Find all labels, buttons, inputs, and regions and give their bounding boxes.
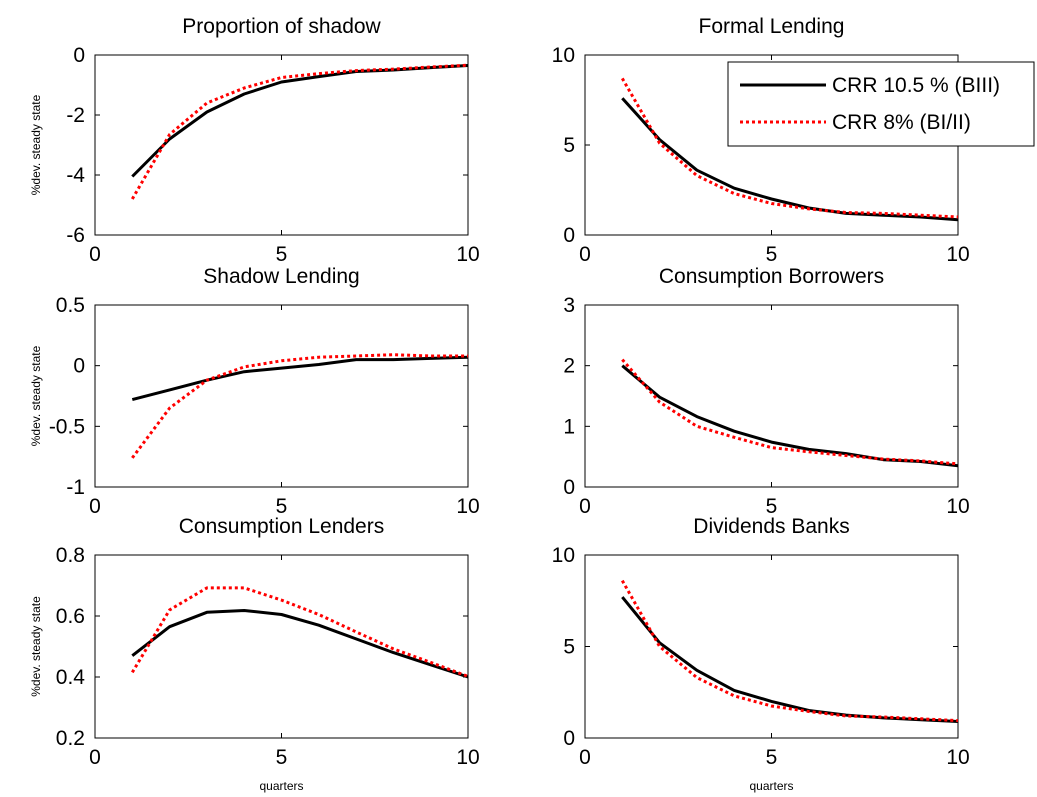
x-tick-label: 5 bbox=[766, 495, 778, 518]
y-tick-label: -2 bbox=[66, 104, 85, 127]
x-tick-label: 0 bbox=[579, 243, 591, 266]
y-axis-label: %dev. steady state bbox=[29, 345, 43, 446]
y-tick-label: -1 bbox=[66, 476, 85, 499]
x-tick-label: 5 bbox=[276, 746, 288, 769]
panel-5: 0 5 10 0.2 0.4 0.6 0.8 Consumption Lenders %dev.… bbox=[29, 515, 480, 793]
x-tick-label: 0 bbox=[89, 243, 101, 266]
plot-area bbox=[584, 304, 959, 488]
x-tick-label: 10 bbox=[456, 495, 479, 518]
series-line-crr-10-5 bbox=[131, 355, 469, 402]
panel-title: Consumption Borrowers bbox=[659, 265, 884, 288]
plot-area bbox=[94, 554, 469, 739]
x-tick-label: 5 bbox=[276, 495, 288, 518]
y-tick-label: -4 bbox=[66, 164, 85, 187]
panel-title: Shadow Lending bbox=[203, 265, 359, 288]
x-tick-label: 5 bbox=[766, 243, 778, 266]
y-tick-label: 0.2 bbox=[56, 727, 85, 750]
panel-title: Formal Lending bbox=[699, 15, 845, 38]
x-tick-label: 10 bbox=[946, 495, 969, 518]
y-tick-label: 0 bbox=[563, 476, 575, 499]
x-tick-label: 5 bbox=[766, 746, 778, 769]
plot-area bbox=[94, 304, 469, 488]
y-tick-label: 0 bbox=[563, 224, 575, 247]
series-line-crr-10-5 bbox=[621, 97, 959, 222]
series-line-crr-10-5 bbox=[131, 609, 469, 679]
plot-area bbox=[94, 54, 469, 236]
x-tick-label: 0 bbox=[579, 495, 591, 518]
panel-title: Proportion of shadow bbox=[182, 15, 381, 38]
legend-label-crr-8: CRR 8% (BI/II) bbox=[832, 111, 971, 134]
panel-3: 0 5 10 -1 -0.5 0 0.5 Shadow Lending %dev. steady… bbox=[29, 265, 480, 518]
y-tick-label: 5 bbox=[563, 636, 575, 659]
x-tick-label: 5 bbox=[276, 243, 288, 266]
plot-area bbox=[584, 554, 959, 739]
y-tick-label: 1 bbox=[563, 415, 575, 438]
panel-6: 0 5 10 0 5 10 Dividends Banks quarters bbox=[552, 515, 970, 793]
y-tick-label: 0.4 bbox=[56, 666, 86, 689]
panel-title: Dividends Banks bbox=[693, 515, 849, 538]
series-line-crr-10-5 bbox=[621, 364, 959, 468]
series-line-crr-8 bbox=[620, 579, 959, 723]
y-tick-label: 0 bbox=[73, 355, 85, 378]
series-line-crr-8 bbox=[131, 586, 469, 678]
legend-label-crr-10-5: CRR 10.5 % (BIII) bbox=[832, 74, 1000, 97]
x-tick-label: 0 bbox=[89, 495, 101, 518]
x-tick-label: 0 bbox=[579, 746, 591, 769]
y-tick-label: 2 bbox=[563, 355, 575, 378]
series-line-crr-8 bbox=[131, 353, 468, 459]
x-tick-label: 10 bbox=[456, 746, 479, 769]
y-tick-label: 10 bbox=[552, 544, 575, 567]
legend-box bbox=[727, 61, 1035, 147]
x-tick-label: 10 bbox=[456, 243, 479, 266]
series-line-crr-10-5 bbox=[621, 596, 959, 723]
y-tick-label: 0 bbox=[73, 44, 85, 67]
y-tick-label: -0.5 bbox=[49, 415, 85, 438]
y-tick-label: 5 bbox=[563, 134, 575, 157]
y-tick-label: 0.8 bbox=[56, 544, 85, 567]
y-tick-label: 0.5 bbox=[56, 294, 85, 317]
x-tick-label: 10 bbox=[946, 243, 969, 266]
y-tick-label: -6 bbox=[66, 224, 85, 247]
series-line-crr-8 bbox=[131, 63, 469, 200]
series-line-crr-8 bbox=[620, 77, 959, 219]
series-line-crr-8 bbox=[621, 358, 959, 466]
panel-4: 0 5 10 0 1 2 3 Consumption Borrowers bbox=[563, 265, 969, 518]
panel-title: Consumption Lenders bbox=[179, 515, 384, 538]
y-tick-label: 0.6 bbox=[56, 605, 85, 628]
panel-1: 0 5 10 -6 -4 -2 0 Proportion of shadow %dev. ste… bbox=[29, 15, 480, 266]
x-tick-label: 0 bbox=[89, 746, 101, 769]
y-tick-label: 0 bbox=[563, 727, 575, 750]
y-axis-label: %dev. steady state bbox=[29, 94, 43, 195]
y-tick-label: 3 bbox=[563, 294, 575, 317]
x-tick-label: 10 bbox=[946, 746, 969, 769]
y-axis-label: %dev. steady state bbox=[29, 596, 43, 697]
y-tick-label: 10 bbox=[552, 44, 575, 67]
x-axis-label: quarters bbox=[749, 779, 793, 793]
x-axis-label: quarters bbox=[259, 779, 303, 793]
series-line-crr-10-5 bbox=[131, 64, 469, 178]
legend: CRR 10.5 % (BIII) CRR 8% (BI/II) bbox=[727, 61, 1035, 147]
